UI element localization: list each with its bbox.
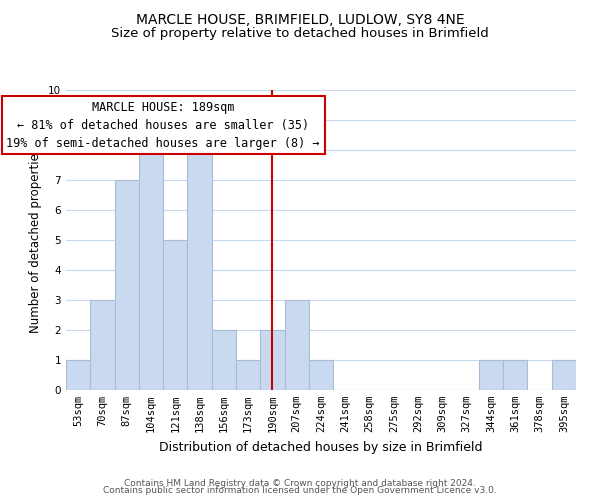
Bar (187, 150, 212, 390)
Text: Size of property relative to detached houses in Brimfield: Size of property relative to detached ho… (111, 28, 489, 40)
Bar (552, 360, 576, 390)
Bar (90, 300, 115, 390)
Bar (163, 240, 187, 390)
X-axis label: Distribution of detached houses by size in Brimfield: Distribution of detached houses by size … (159, 440, 483, 454)
Bar (479, 360, 503, 390)
Text: Contains HM Land Registry data © Crown copyright and database right 2024.: Contains HM Land Registry data © Crown c… (124, 478, 476, 488)
Text: Contains public sector information licensed under the Open Government Licence v3: Contains public sector information licen… (103, 486, 497, 495)
Bar (66, 360, 90, 390)
Bar (260, 330, 284, 390)
Text: MARCLE HOUSE: 189sqm
← 81% of detached houses are smaller (35)
19% of semi-detac: MARCLE HOUSE: 189sqm ← 81% of detached h… (7, 100, 320, 150)
Text: MARCLE HOUSE, BRIMFIELD, LUDLOW, SY8 4NE: MARCLE HOUSE, BRIMFIELD, LUDLOW, SY8 4NE (136, 12, 464, 26)
Bar (503, 360, 527, 390)
Bar (284, 300, 309, 390)
Bar (309, 360, 333, 390)
Y-axis label: Number of detached properties: Number of detached properties (29, 147, 43, 333)
Bar (236, 360, 260, 390)
Bar (115, 180, 139, 390)
Bar (139, 150, 163, 390)
Bar (212, 330, 236, 390)
